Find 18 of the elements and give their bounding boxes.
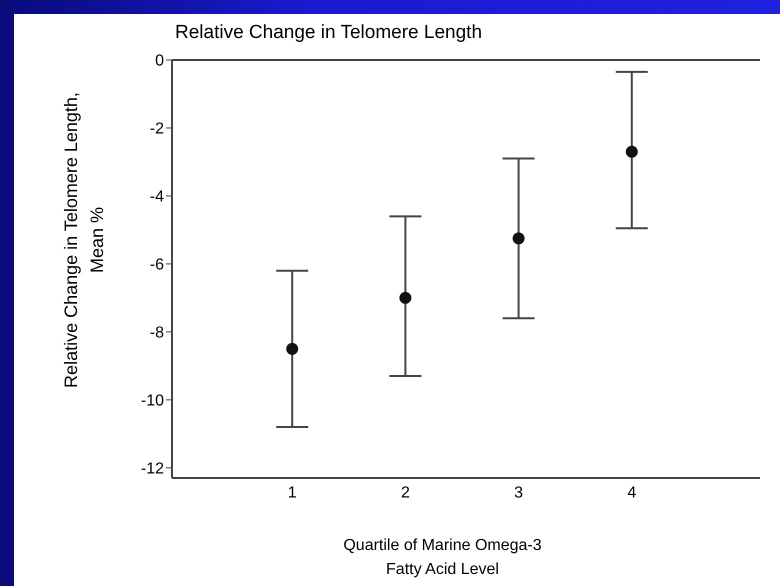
y-tick-label: 0 (155, 52, 164, 70)
y-tick-label: -12 (140, 460, 164, 478)
y-tick-label: -4 (150, 188, 164, 206)
point (286, 342, 298, 355)
y-tick-label: -2 (150, 120, 164, 138)
chart-title: Relative Change in Telomere Length (175, 22, 482, 44)
y-tick-label: -8 (150, 324, 164, 342)
point (626, 146, 638, 158)
x-tick-label: 1 (288, 484, 297, 502)
y-axis-title: Relative Change in Telomere Length, Mean % (60, 91, 108, 390)
x-axis-title: Quartile of Marine Omega-3 Fatty Acid Level (342, 536, 543, 580)
x-tick-label: 2 (400, 484, 410, 502)
point (512, 232, 525, 244)
y-tick-label: -10 (140, 392, 164, 410)
x-tick-label: 3 (514, 484, 524, 502)
point (399, 292, 412, 304)
x-tick-label: 4 (627, 484, 636, 502)
y-tick-label: -6 (150, 256, 164, 274)
